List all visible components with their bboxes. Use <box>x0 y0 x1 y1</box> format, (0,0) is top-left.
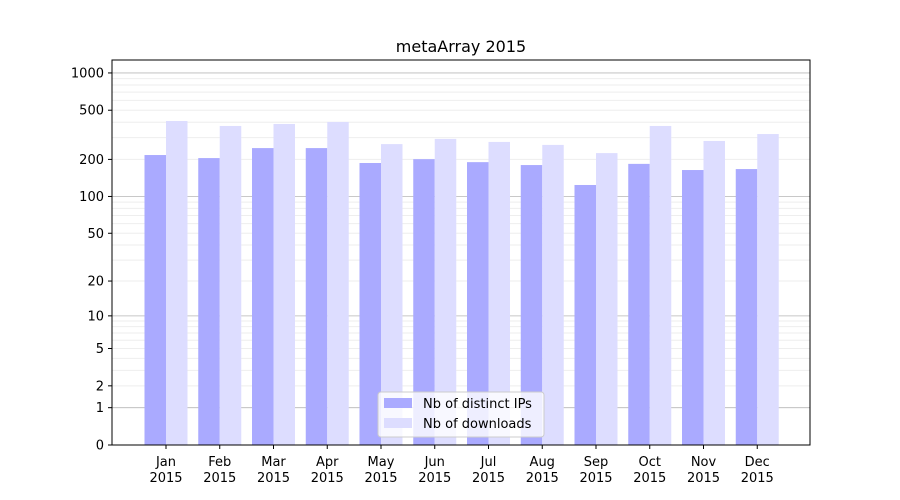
x-tick-label-line: 2015 <box>741 471 774 486</box>
bar-downloads <box>649 125 672 445</box>
x-tick-label-line: Jun <box>424 455 445 470</box>
y-tick-label: 100 <box>79 190 104 205</box>
x-tick-label-line: Jul <box>480 455 497 470</box>
x-tick-label-line: 2015 <box>472 471 505 486</box>
bar-downloads <box>596 153 618 445</box>
plot-frame <box>111 59 811 446</box>
bar-downloads <box>488 141 510 445</box>
bar-distinct-ips <box>252 148 274 445</box>
bar-distinct-ips <box>682 170 704 446</box>
y-tick-label: 0 <box>96 439 104 454</box>
x-tick-label: Jan 2015 <box>149 455 182 486</box>
bar-distinct-ips <box>144 155 166 446</box>
y-tick-label: 2 <box>96 379 104 394</box>
x-tick-label: Oct 2015 <box>633 455 666 486</box>
y-tick-label: 50 <box>87 227 104 242</box>
x-tick-label-line: 2015 <box>633 471 666 486</box>
legend-swatch <box>384 418 412 428</box>
x-tick-label-line: 2015 <box>257 471 290 486</box>
legend-box <box>377 391 545 438</box>
legend-label: Nb of distinct IPs <box>423 397 532 412</box>
x-tick-label-line: Oct <box>639 455 661 470</box>
x-tick-label: Mar 2015 <box>257 455 290 486</box>
x-tick-label: Dec 2015 <box>741 455 774 486</box>
x-tick-label-line: Apr <box>316 455 339 470</box>
legend: Nb of distinct IPs Nb of downloads <box>377 391 545 438</box>
y-tick-label: 200 <box>79 153 104 168</box>
bar-downloads <box>757 134 779 445</box>
y-tick-label: 5 <box>96 342 104 357</box>
x-tick-label-line: 2015 <box>687 471 720 486</box>
bar-downloads <box>434 138 457 445</box>
bar-downloads <box>703 140 725 445</box>
x-tick-label-line: 2015 <box>149 471 182 486</box>
bar-distinct-ips <box>198 158 220 446</box>
legend-swatch <box>384 398 412 408</box>
y-tick-label: 1 <box>96 401 104 416</box>
chart-title: metaArray 2015 <box>396 37 526 56</box>
x-tick-label: Sep 2015 <box>579 455 612 486</box>
bar-distinct-ips <box>305 148 328 445</box>
x-tick-label: May 2015 <box>364 455 397 486</box>
x-tick-label-line: 2015 <box>526 471 559 486</box>
y-tick-label: 500 <box>79 104 104 119</box>
x-tick-label-line: Sep <box>584 455 609 470</box>
x-tick-label: Aug 2015 <box>526 455 559 486</box>
x-tick-label: Feb 2015 <box>203 455 236 486</box>
bar-distinct-ips <box>413 159 435 446</box>
y-tick-label: 10 <box>87 309 104 324</box>
bar-downloads <box>542 144 564 446</box>
y-tick-label: 20 <box>87 275 104 290</box>
x-tick-label: Jun 2015 <box>418 455 451 486</box>
legend-label: Nb of downloads <box>423 417 532 432</box>
bar-downloads <box>273 123 295 445</box>
x-tick-label-line: 2015 <box>364 471 397 486</box>
x-tick-label-line: Mar <box>261 455 286 470</box>
bar-downloads <box>166 121 188 445</box>
bar-downloads <box>381 144 403 445</box>
bar-distinct-ips <box>359 163 381 445</box>
bar-distinct-ips <box>628 163 650 445</box>
x-tick-label: Nov 2015 <box>687 455 720 486</box>
x-tick-label-line: 2015 <box>311 471 344 486</box>
bar-downloads <box>327 121 349 446</box>
x-tick-label-line: 2015 <box>418 471 451 486</box>
x-tick-label-line: Dec <box>745 455 770 470</box>
x-tick-label-line: 2015 <box>579 471 612 486</box>
bar-distinct-ips <box>467 162 489 445</box>
x-tick-label-line: May <box>368 455 395 470</box>
x-tick-label-line: 2015 <box>203 471 236 486</box>
bar-downloads <box>219 125 242 445</box>
x-tick-label-line: Jan <box>155 455 176 470</box>
bar-distinct-ips <box>574 184 596 445</box>
x-tick-label-line: Nov <box>691 455 717 470</box>
bar-distinct-ips <box>735 169 758 445</box>
bar-distinct-ips <box>520 165 543 445</box>
y-tick-label: 1000 <box>71 66 104 81</box>
x-tick-label-line: Feb <box>208 455 231 470</box>
x-tick-label-line: Aug <box>530 455 555 470</box>
x-tick-label: Jul 2015 <box>472 455 505 486</box>
x-tick-label: Apr 2015 <box>311 455 344 486</box>
